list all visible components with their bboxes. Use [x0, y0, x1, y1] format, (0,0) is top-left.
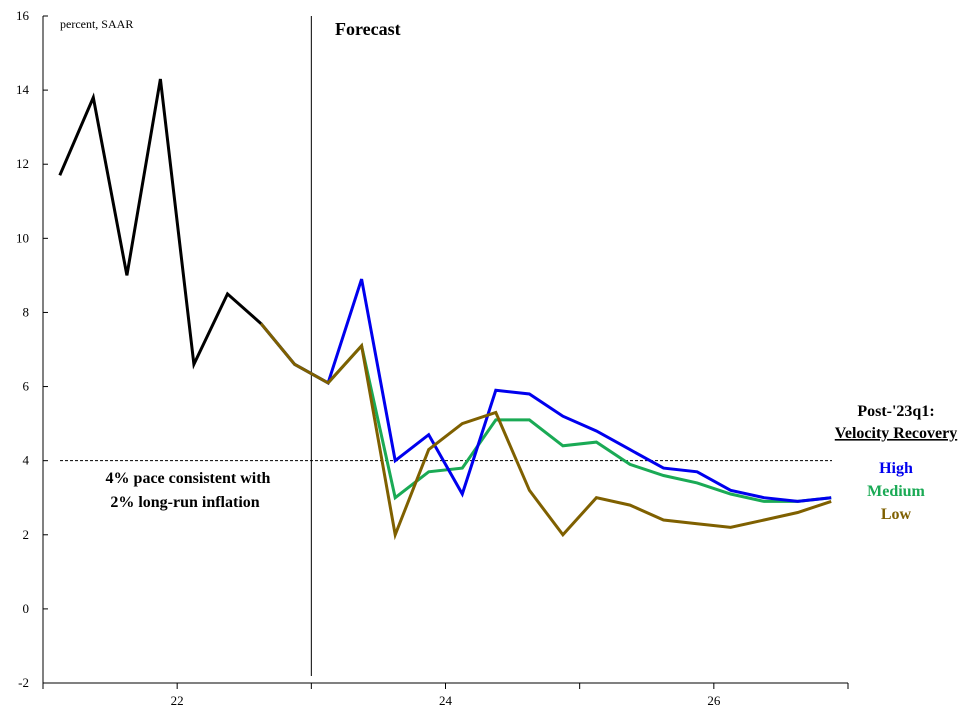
series-line-high	[259, 278, 832, 503]
series-line-medium	[259, 322, 832, 503]
forecast-label: Forecast	[335, 19, 401, 39]
x-tick-label: 26	[707, 693, 721, 708]
y-tick-label: 14	[16, 82, 30, 97]
unit-label: percent, SAAR	[60, 17, 133, 31]
reference-label-line2: 2% long-run inflation	[110, 494, 259, 511]
legend-item-medium: Medium	[867, 483, 925, 500]
series-line-history	[58, 78, 262, 370]
y-tick-label: 2	[23, 527, 30, 542]
y-tick-label: 6	[23, 379, 30, 394]
y-tick-label: 0	[23, 601, 30, 616]
y-tick-label: 10	[16, 230, 29, 245]
x-tick-label: 22	[171, 693, 184, 708]
legend-item-high: High	[879, 460, 913, 477]
x-tick-label: 24	[439, 693, 453, 708]
y-tick-label: 16	[16, 8, 30, 23]
y-tick-label: 4	[23, 453, 30, 468]
y-tick-label: -2	[18, 675, 29, 690]
reference-label-line1: 4% pace consistent with	[106, 470, 271, 487]
legend-title-line1: Post-'23q1:	[857, 403, 934, 420]
legend-item-low: Low	[881, 506, 912, 523]
y-tick-label: 8	[23, 304, 30, 319]
legend: Post-'23q1: Velocity Recovery High Medium…	[835, 403, 957, 523]
y-tick-label: 12	[16, 156, 29, 171]
series-lines	[58, 78, 832, 541]
series-line-low	[259, 322, 832, 541]
legend-title-line2: Velocity Recovery	[835, 425, 957, 442]
